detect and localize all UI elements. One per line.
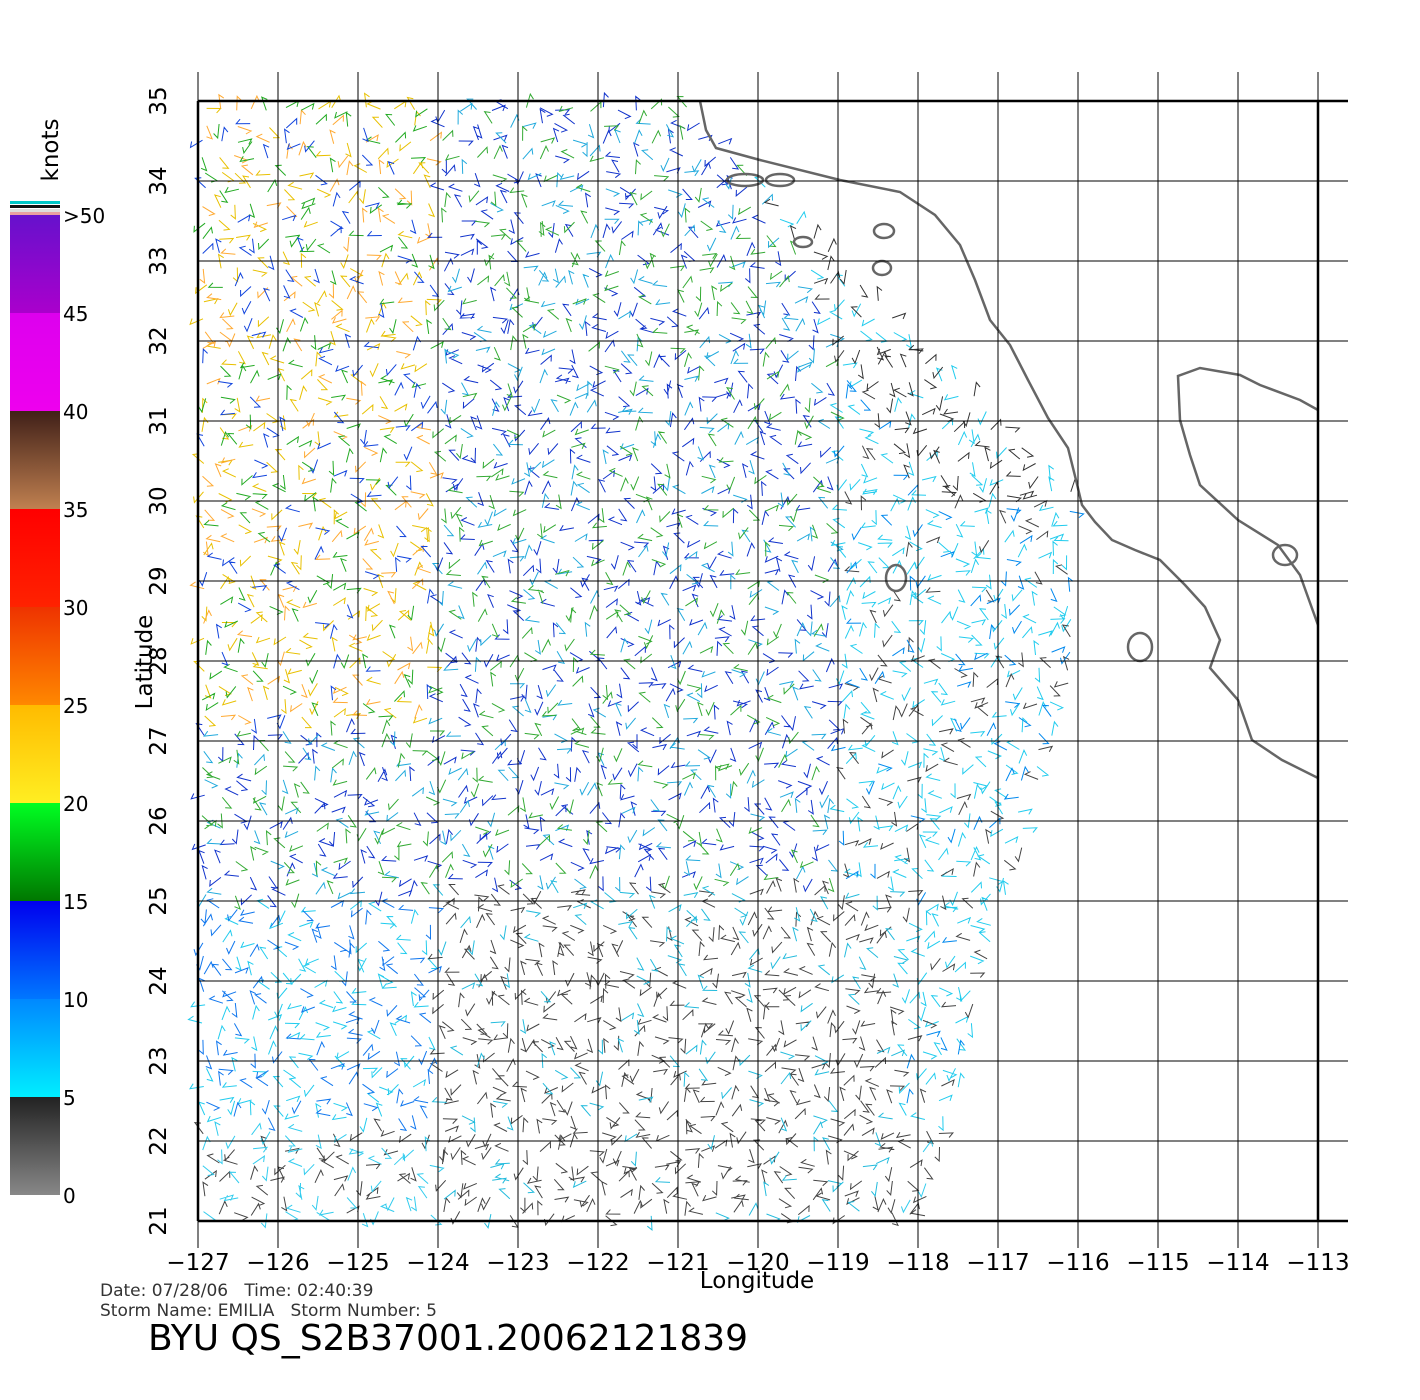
y-tick-label: 28 (146, 646, 172, 675)
mainland-coast (698, 100, 1319, 780)
x-tick-label: −123 (486, 1250, 549, 1276)
island (872, 222, 896, 240)
colorbar-tick-label: 0 (63, 1184, 76, 1208)
y-tick-label: 21 (146, 1206, 172, 1235)
x-tick-label: −122 (566, 1250, 629, 1276)
y-tick-label: 32 (146, 326, 172, 355)
island (792, 235, 814, 249)
colorbar-tick-label: 20 (63, 792, 88, 816)
colorbar-segment (10, 313, 60, 411)
y-tick-label: 27 (146, 726, 172, 755)
colorbar-segment (10, 215, 60, 313)
y-tick-label: 25 (146, 886, 172, 915)
x-tick-label: −114 (1206, 1250, 1269, 1276)
colorbar-segment (10, 803, 60, 901)
storm-line: Storm Name: EMILIA Storm Number: 5 (100, 1301, 437, 1321)
wind-barbs (189, 117, 440, 734)
x-tick-label: −121 (646, 1250, 709, 1276)
x-axis-label: Longitude (700, 1268, 814, 1294)
colorbar-cap (10, 201, 60, 204)
x-tick-label: −117 (966, 1250, 1029, 1276)
x-tick-label: −113 (1286, 1250, 1349, 1276)
wind-barbs (187, 176, 1072, 1133)
colorbar-tick-label: 35 (63, 498, 88, 522)
wind-barbs (193, 96, 444, 722)
y-axis-label: Latitude (132, 615, 158, 710)
x-tick-label: −118 (886, 1250, 949, 1276)
date-line: Date: 07/28/06 Time: 02:40:39 (100, 1281, 373, 1301)
x-tick-label: −116 (1046, 1250, 1109, 1276)
island (1271, 543, 1299, 567)
wind-field (187, 91, 1085, 1231)
colorbar-segment (10, 999, 60, 1097)
x-tick-label: −115 (1126, 1250, 1189, 1276)
y-tick-label: 31 (146, 406, 172, 435)
x-tick-label: −124 (406, 1250, 469, 1276)
y-tick-label: 34 (146, 166, 172, 195)
island (764, 172, 796, 188)
colorbar-segment (10, 705, 60, 803)
colorbar-tick-label: 30 (63, 596, 88, 620)
y-tick-label: 23 (146, 1046, 172, 1075)
y-tick-label: 29 (146, 566, 172, 595)
island (1126, 631, 1154, 663)
y-tick-label: 35 (146, 86, 172, 115)
colorbar-tick-label: 40 (63, 400, 88, 424)
colorbar: 0 5 10 15 20 25 30 35 40 45 >50 (10, 201, 105, 1208)
island (871, 259, 893, 277)
gulf-coast (1176, 366, 1320, 626)
x-tick-label: −126 (246, 1250, 309, 1276)
colorbar-segment (10, 901, 60, 999)
wind-barbs (193, 898, 445, 1131)
y-tick-label: 26 (146, 806, 172, 835)
y-tick-label: 33 (146, 246, 172, 275)
colorbar-segment (10, 411, 60, 509)
wind-barbs (763, 198, 1079, 503)
y-tick-label: 30 (146, 486, 172, 515)
colorbar-cap (10, 205, 60, 208)
product-name: BYU QS_S2B37001.20062121839 (148, 1318, 748, 1359)
colorbar-cap (10, 209, 60, 212)
x-tick-label: −120 (726, 1250, 789, 1276)
colorbar-tick-label: >50 (63, 204, 105, 228)
colorbar-title: knots (38, 119, 64, 182)
coastline (698, 100, 1320, 780)
x-tick-label: −127 (166, 1250, 229, 1276)
graticule: −127 −126 −125 −124 −123 −122 −121 −120 −119 −118… (146, 72, 1350, 1276)
y-tick-label: 22 (146, 1126, 172, 1155)
island (725, 172, 765, 188)
x-tick-label: −125 (326, 1250, 389, 1276)
colorbar-segment (10, 509, 60, 607)
colorbar-tick-label: 10 (63, 988, 88, 1012)
colorbar-segment (10, 1097, 60, 1195)
wind-barbs (830, 380, 1085, 1104)
y-tick-label: 24 (146, 966, 172, 995)
island (884, 563, 908, 593)
x-tick-label: −119 (806, 1250, 869, 1276)
colorbar-tick-label: 25 (63, 694, 88, 718)
colorbar-tick-label: 5 (63, 1086, 76, 1110)
wind-barbs (193, 350, 1071, 1228)
colorbar-cap (10, 212, 60, 215)
colorbar-tick-label: 15 (63, 890, 88, 914)
colorbar-segment (10, 607, 60, 705)
wind-barbs (201, 92, 845, 910)
colorbar-tick-label: 45 (63, 302, 88, 326)
